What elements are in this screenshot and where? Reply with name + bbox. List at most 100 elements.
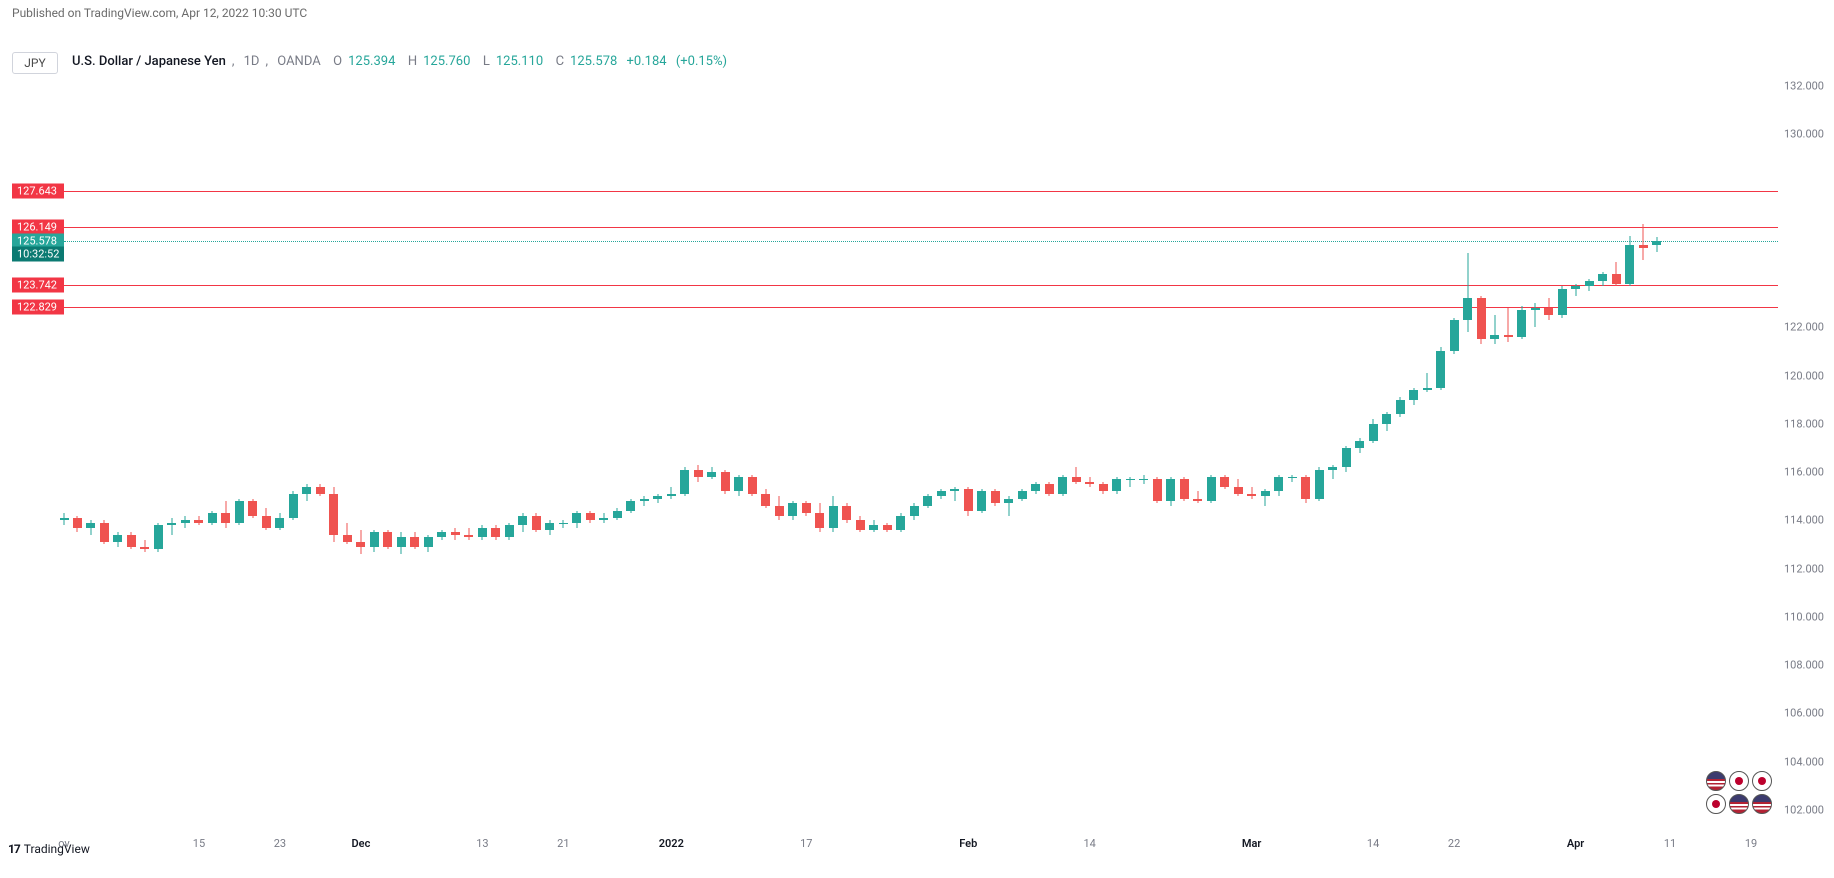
candlestick[interactable] [1327, 465, 1338, 479]
candlestick[interactable] [531, 513, 542, 532]
candlestick[interactable] [1489, 315, 1500, 344]
candlestick[interactable] [72, 516, 83, 533]
candlestick[interactable] [1030, 482, 1041, 494]
candlestick[interactable] [1017, 489, 1028, 501]
candlestick[interactable] [1192, 491, 1203, 503]
candlestick[interactable] [1165, 477, 1176, 506]
candlestick[interactable] [558, 520, 569, 527]
candlestick[interactable] [1624, 236, 1635, 287]
candlestick[interactable] [882, 523, 893, 533]
candlestick[interactable] [571, 511, 582, 528]
candlestick[interactable] [1057, 475, 1068, 497]
candlestick[interactable] [1098, 482, 1109, 494]
candlestick[interactable] [1003, 496, 1014, 515]
horizontal-level-line[interactable] [64, 191, 1778, 192]
candlestick[interactable] [585, 511, 596, 523]
candlestick[interactable] [936, 489, 947, 499]
candlestick[interactable] [544, 520, 555, 534]
candlestick[interactable] [328, 487, 339, 542]
candlestick[interactable] [1462, 253, 1473, 333]
candlestick[interactable] [1516, 306, 1527, 340]
candlestick[interactable] [1476, 296, 1487, 344]
candlestick[interactable] [274, 513, 285, 530]
candlestick[interactable] [355, 530, 366, 554]
candlestick[interactable] [1395, 397, 1406, 416]
candlestick[interactable] [1381, 412, 1392, 431]
candlestick[interactable] [1368, 419, 1379, 443]
candlestick[interactable] [247, 499, 258, 518]
candlestick[interactable] [855, 516, 866, 533]
candlestick[interactable] [1111, 477, 1122, 494]
candlestick[interactable] [261, 508, 272, 530]
candlestick[interactable] [679, 467, 690, 496]
candlestick[interactable] [1206, 475, 1217, 504]
candlestick[interactable] [504, 523, 515, 540]
candlestick[interactable] [1044, 482, 1055, 496]
candlestick[interactable] [841, 503, 852, 522]
candlestick[interactable] [1503, 308, 1514, 342]
candlestick[interactable] [868, 520, 879, 532]
candlestick[interactable] [99, 520, 110, 544]
candlestick[interactable] [85, 520, 96, 534]
candlestick[interactable] [1219, 475, 1230, 489]
candlestick[interactable] [1125, 477, 1136, 487]
candlestick[interactable] [963, 487, 974, 516]
candlestick[interactable] [234, 499, 245, 526]
candlestick[interactable] [382, 530, 393, 549]
candlestick[interactable] [639, 496, 650, 506]
candlestick[interactable] [760, 489, 771, 508]
candlestick[interactable] [1300, 475, 1311, 504]
candlestick[interactable] [396, 532, 407, 554]
candlestick[interactable] [180, 516, 191, 528]
candlestick[interactable] [990, 489, 1001, 506]
candlestick[interactable] [1611, 262, 1622, 286]
candlestick[interactable] [1435, 347, 1446, 390]
candlestick[interactable] [1584, 279, 1595, 291]
candlestick[interactable] [733, 475, 744, 497]
candlestick[interactable] [369, 530, 380, 552]
horizontal-level-line[interactable] [64, 285, 1778, 286]
candlestick[interactable] [949, 487, 960, 501]
candlestick[interactable] [693, 465, 704, 482]
candlestick[interactable] [747, 475, 758, 497]
candlestick[interactable] [1138, 475, 1149, 485]
candlestick[interactable] [1530, 303, 1541, 327]
candlestick[interactable] [1570, 284, 1581, 296]
candlestick[interactable] [787, 501, 798, 520]
candlestick[interactable] [1408, 388, 1419, 405]
candlestick[interactable] [1597, 272, 1608, 286]
candlestick[interactable] [1071, 467, 1082, 484]
candlestick[interactable] [909, 503, 920, 520]
candlestick[interactable] [625, 499, 636, 513]
candlestick[interactable] [1246, 487, 1257, 499]
candlestick[interactable] [612, 508, 623, 520]
candlestick[interactable] [666, 487, 677, 499]
candlestick[interactable] [1557, 286, 1568, 317]
chart-container[interactable]: JPY U.S. Dollar / Japanese Yen, 1D, OAND… [0, 26, 1834, 862]
candlestick[interactable] [207, 511, 218, 525]
candlestick[interactable] [828, 496, 839, 532]
candlestick[interactable] [193, 516, 204, 526]
candlestick[interactable] [706, 467, 717, 479]
horizontal-level-line[interactable] [64, 227, 1778, 228]
candlestick[interactable] [814, 503, 825, 532]
candlestick[interactable] [652, 494, 663, 504]
candlestick[interactable] [409, 532, 420, 549]
candlestick[interactable] [1314, 467, 1325, 501]
candlestick[interactable] [423, 535, 434, 552]
symbol-button[interactable]: JPY [12, 52, 58, 74]
candlestick[interactable] [517, 513, 528, 532]
candlestick[interactable] [463, 528, 474, 540]
candlestick[interactable] [1287, 475, 1298, 482]
candlestick[interactable] [1084, 477, 1095, 487]
candlestick[interactable] [342, 523, 353, 545]
candlestick[interactable] [153, 523, 164, 552]
candlestick[interactable] [436, 530, 447, 540]
candlestick[interactable] [1260, 489, 1271, 506]
candlestick[interactable] [1233, 479, 1244, 496]
candlestick[interactable] [1651, 237, 1662, 253]
candlestick[interactable] [598, 513, 609, 523]
candlestick[interactable] [450, 528, 461, 540]
candlestick[interactable] [1179, 477, 1190, 501]
candlestick[interactable] [801, 501, 812, 515]
